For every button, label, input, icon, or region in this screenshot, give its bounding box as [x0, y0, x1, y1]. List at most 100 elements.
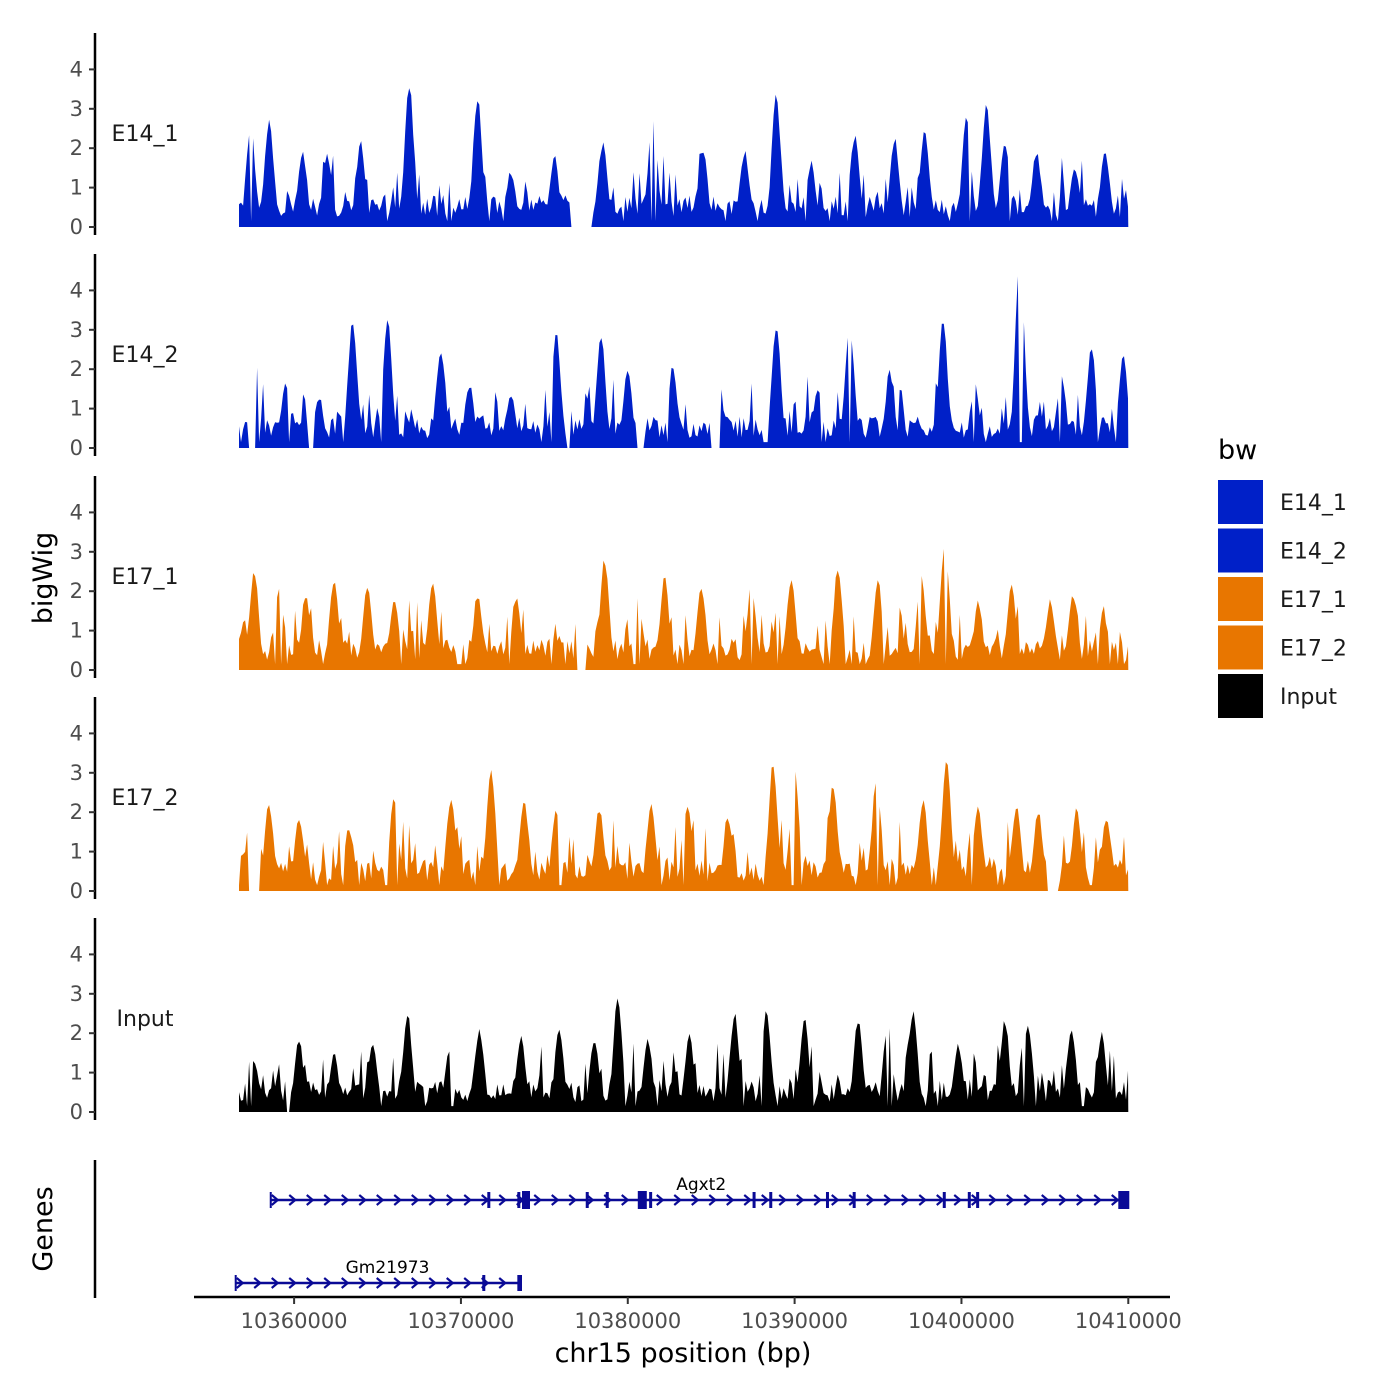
strand-arrow: [988, 1194, 997, 1206]
track-label: E14_2: [112, 343, 179, 368]
y-tick-label: 2: [70, 136, 83, 160]
y-tick-label: 4: [70, 500, 83, 524]
strand-arrow: [428, 1277, 437, 1289]
exon: [605, 1192, 609, 1208]
strand-arrow: [586, 1194, 595, 1206]
gene-label: Gm21973: [346, 1258, 430, 1278]
y-tick-label: 3: [70, 761, 83, 785]
track-e17-2: 0 1 2 3 4 E17_2: [70, 697, 1129, 903]
x-tick-label: 10400000: [908, 1309, 1015, 1333]
legend-swatch: [1218, 480, 1263, 524]
strand-arrow: [271, 1194, 280, 1206]
strand-arrow: [1111, 1194, 1120, 1206]
exon: [487, 1192, 491, 1208]
strand-arrow: [796, 1194, 805, 1206]
strand-arrow: [883, 1194, 892, 1206]
y-tick-label: 4: [70, 278, 83, 302]
y-tick-label: 3: [70, 97, 83, 121]
strand-arrow: [341, 1194, 350, 1206]
y-tick-label: 1: [70, 1061, 83, 1085]
strand-arrow: [1023, 1194, 1032, 1206]
strand-arrow: [813, 1194, 822, 1206]
strand-arrow: [1006, 1194, 1015, 1206]
strand-arrow: [463, 1194, 472, 1206]
strand-arrow: [621, 1194, 630, 1206]
exon: [769, 1192, 773, 1208]
strand-arrow: [691, 1194, 700, 1206]
strand-arrow: [936, 1194, 945, 1206]
strand-arrow: [1093, 1194, 1102, 1206]
track-e17-1: 0 1 2 3 4 E17_1: [70, 476, 1129, 682]
exon: [522, 1191, 531, 1209]
gene-label: Agxt2: [676, 1175, 726, 1195]
legend-swatch: [1218, 674, 1263, 718]
strand-arrow: [306, 1194, 315, 1206]
track-e14-2: 0 1 2 3 4 E14_2: [70, 254, 1129, 460]
exon: [585, 1192, 589, 1208]
strand-arrow: [953, 1194, 962, 1206]
y-tick-label: 2: [70, 800, 83, 824]
exon: [649, 1192, 653, 1208]
exon: [825, 1192, 829, 1208]
y-tick-label: 0: [70, 436, 83, 460]
strand-arrow: [376, 1194, 385, 1206]
x-axis: 10360000 10370000 10380000 10390000 10400000…: [194, 1295, 1182, 1333]
legend-swatch: [1218, 577, 1263, 621]
signal-area: [239, 548, 1129, 670]
track-label: E17_1: [112, 565, 179, 590]
y-tick-label: 3: [70, 318, 83, 342]
y-tick-label: 4: [70, 721, 83, 745]
exon: [852, 1192, 856, 1208]
y-tick-label: 0: [70, 215, 83, 239]
y-tick-label: 2: [70, 579, 83, 603]
x-tick-label: 10360000: [241, 1309, 348, 1333]
y-tick-label: 1: [70, 619, 83, 643]
exon: [976, 1192, 980, 1208]
strand-arrow: [656, 1194, 665, 1206]
strand-arrow: [358, 1194, 367, 1206]
exon: [942, 1192, 946, 1208]
strand-arrow: [446, 1194, 455, 1206]
strand-arrow: [901, 1194, 910, 1206]
strand-arrow: [498, 1194, 507, 1206]
strand-arrow: [551, 1194, 560, 1206]
strand-arrow: [726, 1194, 735, 1206]
strand-arrow: [288, 1277, 297, 1289]
strand-arrow: [236, 1277, 245, 1289]
strand-arrow: [1058, 1194, 1067, 1206]
signal-tracks: 0 1 2 3 4 E14_1 0 1 2 3 4 E14_2 0 1 2 3 4 E17_1 0 1 2 3 4 E17_2…: [70, 33, 1129, 1124]
x-tick-label: 10370000: [407, 1309, 514, 1333]
y-tick-label: 4: [70, 57, 83, 81]
strand-arrow: [411, 1277, 420, 1289]
strand-arrow: [323, 1194, 332, 1206]
x-axis-title: chr15 position (bp): [555, 1338, 812, 1369]
strand-arrow: [498, 1277, 507, 1289]
y-axis-title: bigWig: [28, 532, 59, 625]
strand-arrow: [761, 1194, 770, 1206]
y-tick-label: 0: [70, 1100, 83, 1124]
y-tick-label: 1: [70, 176, 83, 200]
exon: [1118, 1191, 1130, 1209]
strand-arrow: [1076, 1194, 1085, 1206]
legend-label: E17_1: [1280, 588, 1347, 613]
strand-arrow: [393, 1194, 402, 1206]
strand-arrow: [743, 1194, 752, 1206]
strand-arrow: [446, 1277, 455, 1289]
exon: [482, 1275, 486, 1291]
legend-label: E14_1: [1280, 491, 1347, 516]
track-label: E14_1: [112, 122, 179, 147]
strand-arrow: [918, 1194, 927, 1206]
strand-arrow: [1041, 1194, 1050, 1206]
exon: [637, 1191, 647, 1209]
signal-area: [239, 998, 1129, 1112]
y-tick-label: 2: [70, 357, 83, 381]
track-label: E17_2: [112, 786, 179, 811]
y-tick-label: 3: [70, 540, 83, 564]
legend: bw E14_1 E14_2 E17_1 E17_2 Input: [1218, 435, 1347, 718]
y-tick-label: 0: [70, 658, 83, 682]
strand-arrow: [376, 1277, 385, 1289]
y-tick-label: 0: [70, 879, 83, 903]
genes-track: Agxt2 Gm21973: [93, 1160, 1130, 1298]
legend-title: bw: [1218, 435, 1257, 466]
